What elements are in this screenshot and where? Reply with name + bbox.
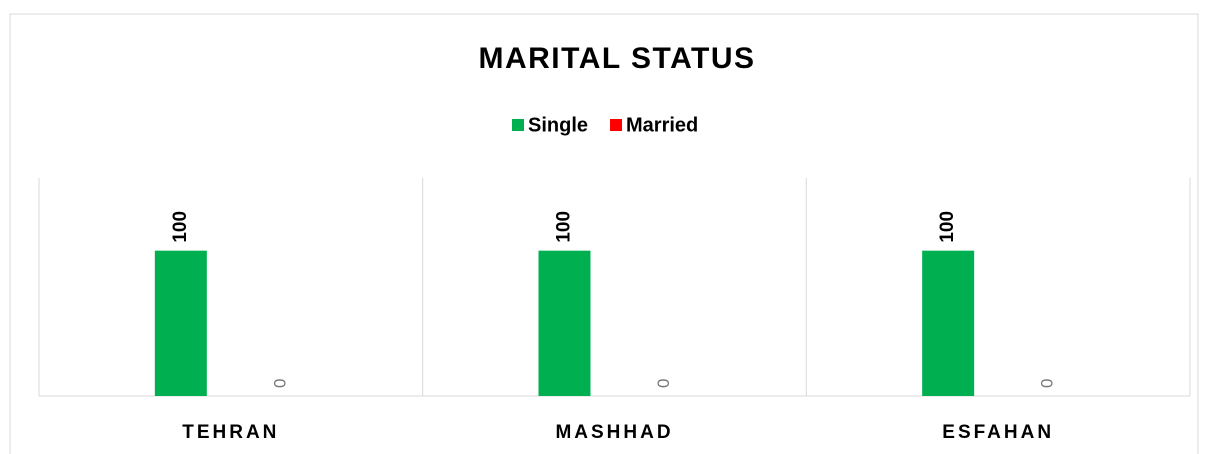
bar <box>922 250 975 396</box>
legend-label: Married <box>626 114 698 136</box>
chart-frame <box>9 13 1199 454</box>
chart-title: MARITAL STATUS <box>478 42 755 75</box>
value-label: 0 <box>654 379 673 388</box>
value-label: 0 <box>1038 379 1057 388</box>
x-tick-label: MASHHAD <box>555 422 673 443</box>
legend-swatch <box>610 119 623 131</box>
legend-swatch <box>512 119 524 131</box>
x-tick-label: TEHRAN <box>182 422 279 443</box>
value-label: 100 <box>554 211 575 243</box>
bar <box>154 250 207 396</box>
legend-label: Single <box>528 114 588 136</box>
x-tick-label: ESFAHAN <box>942 422 1054 443</box>
value-label: 100 <box>170 211 191 243</box>
value-label: 100 <box>937 211 958 243</box>
bar <box>538 250 591 396</box>
value-label: 0 <box>270 379 289 388</box>
